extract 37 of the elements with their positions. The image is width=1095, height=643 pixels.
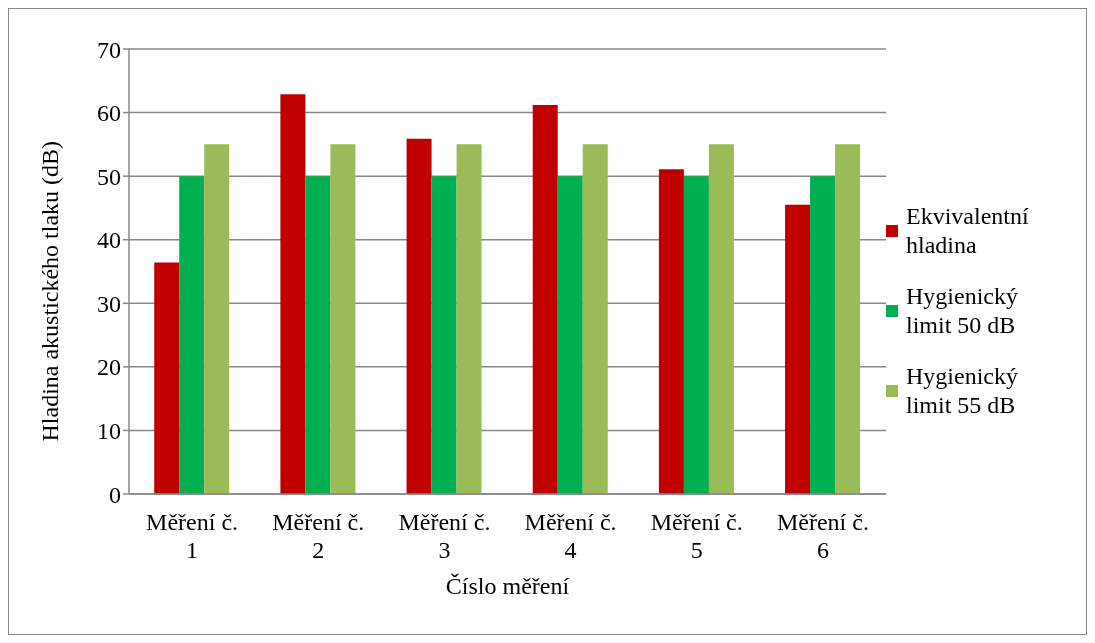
x-tick-label: Měření č. 5: [650, 509, 743, 563]
legend-label: Hygienický limit 55 dB: [906, 361, 1019, 420]
y-tick-label: 60: [97, 100, 121, 127]
bar: [330, 144, 356, 494]
bar: [305, 176, 331, 494]
x-tick-label: Měření č. 4: [524, 509, 617, 563]
x-axis-title: Číslo měření: [445, 573, 570, 599]
y-tick-label: 70: [97, 36, 121, 63]
y-tick-label: 20: [97, 354, 121, 381]
x-tick-label: Měření č. 3: [398, 509, 491, 563]
bar: [785, 204, 811, 494]
bar: [810, 176, 836, 494]
bar: [557, 176, 583, 494]
y-tick-label: 50: [97, 163, 121, 190]
legend-label: Hygienický limit 50 dB: [906, 281, 1019, 340]
bar: [658, 169, 684, 494]
bar: [406, 138, 432, 494]
bar: [835, 144, 861, 494]
bar: [204, 144, 230, 494]
bar: [280, 94, 306, 494]
y-axis-title: Hladina akustického tlaku (dB): [36, 140, 63, 442]
bar: [582, 144, 608, 494]
x-tick-label: Měření č. 1: [146, 509, 239, 563]
x-tick-label: Měření č. 6: [776, 509, 869, 563]
legend-label: Ekvivalentní hladina: [906, 201, 1030, 260]
y-tick-label: 30: [97, 290, 121, 317]
x-tick-label: Měření č. 2: [272, 509, 365, 563]
bar: [683, 176, 709, 494]
bar: [431, 176, 457, 494]
bar: [456, 144, 482, 494]
bar: [179, 176, 205, 494]
y-tick-label: 0: [109, 481, 121, 508]
bar: [708, 144, 734, 494]
y-tick-label: 40: [97, 227, 121, 254]
bar: [154, 262, 180, 494]
bar: [532, 104, 558, 494]
y-tick-label: 10: [97, 417, 121, 444]
